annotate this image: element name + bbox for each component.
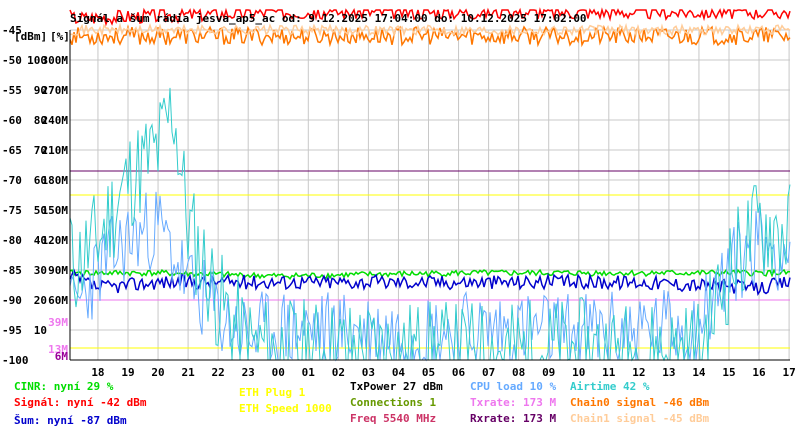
chart-title: Signál a šum rádia jesva_ap5_ac od: 9.12… — [70, 12, 587, 25]
y-extra-mark: 13M — [48, 343, 68, 356]
x-tick-label: 10 — [572, 366, 585, 379]
legend-chain1: Chain1 signal -45 dBm — [570, 412, 710, 425]
y-tick-percent: 10 — [34, 324, 47, 337]
y-tick-percent: 80 — [34, 114, 47, 127]
legend-noise: Šum: nyní -87 dBm — [14, 414, 127, 427]
y-tick-percent: 70 — [34, 144, 47, 157]
series--um — [69, 268, 791, 297]
legend-connections: Connections 1 — [350, 396, 437, 409]
legend-eth-plug: ETH Plug 1 — [239, 386, 306, 399]
x-tick-label: 16 — [752, 366, 766, 379]
x-tick-label: 22 — [212, 366, 225, 379]
y-unit-percent: [%] — [50, 30, 70, 43]
x-tick-label: 11 — [602, 366, 616, 379]
y-tick-percent: 90 — [34, 84, 47, 97]
y-tick-percent: 20 — [34, 294, 47, 307]
legend-cpu-load: CPU load 10 % — [470, 380, 557, 393]
y-tick-dbm: -55 — [2, 84, 22, 97]
y-tick-dbm: -65 — [2, 144, 22, 157]
legend-eth-speed: ETH Speed 1000 — [239, 402, 332, 415]
y-tick-dbm: -100 — [2, 354, 29, 367]
y-tick-rate: 300M — [42, 54, 69, 67]
x-tick-label: 12 — [632, 366, 645, 379]
y-extra-mark: 6M — [55, 350, 69, 363]
x-tick-label: 05 — [422, 366, 435, 379]
legend-cinr: CINR: nyní 29 % — [14, 380, 114, 393]
x-tick-label: 21 — [181, 366, 195, 379]
legend: CINR: nyní 29 % Signál: nyní -42 dBm Šum… — [14, 380, 800, 430]
x-tick-label: 00 — [272, 366, 285, 379]
y-tick-dbm: -80 — [2, 234, 22, 247]
y-tick-dbm: -60 — [2, 114, 22, 127]
x-tick-label: 17 — [782, 366, 795, 379]
y-tick-dbm: -70 — [2, 174, 22, 187]
y-unit-dbm: [dBm] — [14, 30, 47, 43]
x-tick-label: 23 — [242, 366, 255, 379]
legend-txpower: TxPower 27 dBm — [350, 380, 443, 393]
legend-airtime: Airtime 42 % — [570, 380, 650, 393]
y-tick-rate: 60M — [48, 294, 68, 307]
y-tick-rate: 120M — [42, 234, 69, 247]
y-tick-dbm: -90 — [2, 294, 22, 307]
x-tick-label: 13 — [662, 366, 675, 379]
x-tick-label: 19 — [121, 366, 134, 379]
series-chain1-signal — [69, 22, 791, 38]
legend-chain0: Chain0 signal -46 dBm — [570, 396, 710, 409]
y-tick-percent: 40 — [34, 234, 47, 247]
y-tick-rate: 90M — [48, 264, 68, 277]
x-tick-label: 04 — [392, 366, 406, 379]
x-tick-label: 08 — [512, 366, 525, 379]
series-cinr — [69, 268, 791, 280]
legend-freq: Freq 5540 MHz — [350, 412, 437, 425]
x-tick-label: 06 — [452, 366, 466, 379]
y-tick-rate: 240M — [42, 114, 69, 127]
x-tick-label: 15 — [722, 366, 735, 379]
y-tick-dbm: -85 — [2, 264, 22, 277]
y-tick-rate: 180M — [42, 174, 69, 187]
y-tick-rate: 270M — [42, 84, 69, 97]
y-tick-dbm: -95 — [2, 324, 22, 337]
x-tick-label: 14 — [692, 366, 706, 379]
y-tick-percent: 30 — [34, 264, 47, 277]
x-tick-label: 18 — [91, 366, 104, 379]
legend-rxrate: Rxrate: 173 M — [470, 412, 557, 425]
x-tick-label: 20 — [151, 366, 164, 379]
signal-noise-chart: [dBm] [%] -45 -50 -55 -60 -65 -70 -75 -80 -85 -90 -9… — [2, 7, 796, 380]
x-tick-label: 07 — [482, 366, 495, 379]
y-tick-dbm: -50 — [2, 54, 22, 67]
y-tick-dbm: -75 — [2, 204, 22, 217]
series-cpu-load — [69, 191, 791, 362]
x-unit-label: [h] — [765, 378, 785, 380]
y-tick-percent: 60 — [34, 174, 47, 187]
x-tick-label: 02 — [332, 366, 345, 379]
y-tick-dbm: -45 — [2, 24, 22, 37]
y-tick-percent: 100 — [27, 54, 47, 67]
series-sign-l — [69, 7, 791, 27]
y-tick-rate: 210M — [42, 144, 69, 157]
x-tick-label: 03 — [362, 366, 375, 379]
legend-txrate: Txrate: 173 M — [470, 396, 557, 409]
y-extra-mark: 39M — [48, 316, 68, 329]
y-tick-rate: 150M — [42, 204, 69, 217]
x-tick-label: 01 — [302, 366, 316, 379]
x-tick-label: 09 — [542, 366, 555, 379]
y-tick-percent: 50 — [34, 204, 47, 217]
legend-signal: Signál: nyní -42 dBm — [14, 396, 147, 409]
